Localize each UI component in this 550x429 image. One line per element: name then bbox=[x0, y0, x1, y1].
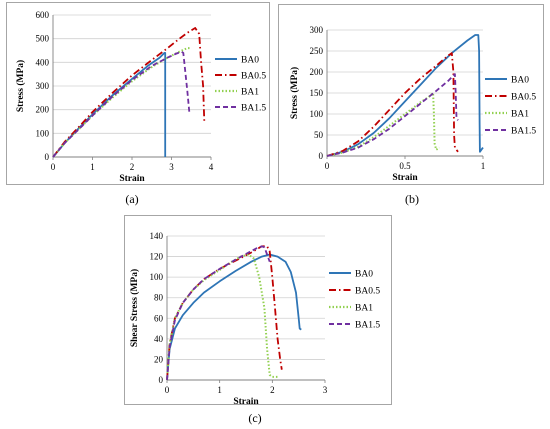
legend-label: BA1.5 bbox=[511, 127, 536, 137]
y-tick-label: 80 bbox=[154, 293, 164, 303]
legend-label: BA0 bbox=[241, 56, 259, 66]
chart-panel-a: 0 100 200 300 400 500 600 0 1 2 3 4 Strain Stress (MP… bbox=[6, 2, 270, 185]
legend-label: BA1 bbox=[511, 110, 529, 120]
y-tick-label: 60 bbox=[154, 313, 164, 323]
y-tick-label: 400 bbox=[36, 57, 50, 67]
x-tick-label: 0 bbox=[51, 162, 56, 172]
legend-label: BA0.5 bbox=[355, 287, 380, 297]
y-tick-label: 40 bbox=[154, 334, 164, 344]
caption-a: (a) bbox=[125, 192, 139, 206]
x-tick-label: 1 bbox=[481, 161, 486, 171]
x-axis-title: Strain bbox=[392, 173, 418, 183]
y-tick-label: 20 bbox=[154, 354, 164, 364]
y-tick-label: 200 bbox=[310, 67, 324, 77]
chart-b-svg: 0 50 100 150 200 250 300 0 0.5 1 Strain Stress (MPa… bbox=[289, 25, 536, 183]
y-tick-label: 300 bbox=[36, 81, 50, 91]
y-tick-label: 200 bbox=[36, 105, 50, 115]
legend-label: BA0 bbox=[355, 270, 373, 280]
y-axis-title: Shear Stress (MPa) bbox=[129, 269, 140, 347]
y-tick-label: 0 bbox=[319, 151, 324, 161]
series-line-ba0-5 bbox=[52, 27, 206, 158]
x-tick-label: 0 bbox=[325, 161, 330, 171]
y-tick-label: 0 bbox=[45, 152, 50, 162]
x-tick-label: 2 bbox=[130, 162, 135, 172]
chart-panel-c: 0 20 40 60 80 100 120 140 0 1 2 3 Strain Shear Stress… bbox=[124, 215, 392, 405]
x-tick-label: 3 bbox=[169, 162, 174, 172]
x-tick-label: 0 bbox=[165, 385, 170, 395]
y-tick-label: 300 bbox=[310, 25, 324, 35]
chart-c-svg: 0 20 40 60 80 100 120 140 0 1 2 3 Strain Shear Stress… bbox=[129, 231, 380, 404]
legend-label: BA1 bbox=[241, 88, 259, 98]
x-axis-title: Strain bbox=[233, 397, 259, 404]
chart-panel-b: 0 50 100 150 200 250 300 0 0.5 1 Strain Stress (MPa… bbox=[278, 4, 544, 185]
caption-c: (c) bbox=[248, 411, 262, 425]
series-line-ba0 bbox=[326, 34, 484, 157]
series-line-ba1-5 bbox=[166, 245, 271, 381]
series-line-ba0 bbox=[166, 253, 302, 381]
y-tick-label: 500 bbox=[36, 34, 50, 44]
y-axis-title: Stress (MPa) bbox=[15, 60, 26, 112]
legend-label: BA1.5 bbox=[355, 321, 380, 331]
y-tick-label: 150 bbox=[310, 88, 324, 98]
legend-label: BA0 bbox=[511, 76, 529, 86]
x-tick-label: 0.5 bbox=[399, 161, 411, 171]
caption-b: (b) bbox=[405, 192, 419, 206]
legend-label: BA0.5 bbox=[241, 72, 266, 82]
x-tick-label: 1 bbox=[90, 162, 95, 172]
x-tick-label: 2 bbox=[270, 385, 275, 395]
y-tick-label: 50 bbox=[314, 130, 324, 140]
y-tick-label: 100 bbox=[310, 109, 324, 119]
y-tick-label: 250 bbox=[310, 46, 324, 56]
x-axis-title: Strain bbox=[119, 174, 145, 184]
series-line-ba1-5 bbox=[326, 73, 459, 157]
legend-label: BA1.5 bbox=[241, 104, 266, 114]
series-line-ba1-5 bbox=[52, 50, 191, 158]
y-tick-label: 0 bbox=[159, 375, 164, 385]
chart-a-svg: 0 100 200 300 400 500 600 0 1 2 3 4 Strain Stress (MP… bbox=[15, 10, 266, 184]
series-line-ba1 bbox=[166, 253, 278, 381]
y-tick-label: 600 bbox=[36, 10, 50, 20]
series-line-ba1 bbox=[52, 47, 192, 158]
y-tick-label: 140 bbox=[150, 231, 164, 241]
y-axis-title: Stress (MPa) bbox=[289, 67, 300, 119]
y-tick-label: 100 bbox=[150, 272, 164, 282]
x-tick-label: 1 bbox=[217, 385, 222, 395]
x-tick-label: 3 bbox=[323, 385, 328, 395]
legend-label: BA1 bbox=[355, 304, 373, 314]
x-tick-label: 4 bbox=[209, 162, 214, 172]
legend-label: BA0.5 bbox=[511, 93, 536, 103]
y-tick-label: 120 bbox=[150, 252, 164, 262]
series-line-ba0-5 bbox=[326, 52, 459, 157]
y-tick-label: 100 bbox=[36, 128, 50, 138]
